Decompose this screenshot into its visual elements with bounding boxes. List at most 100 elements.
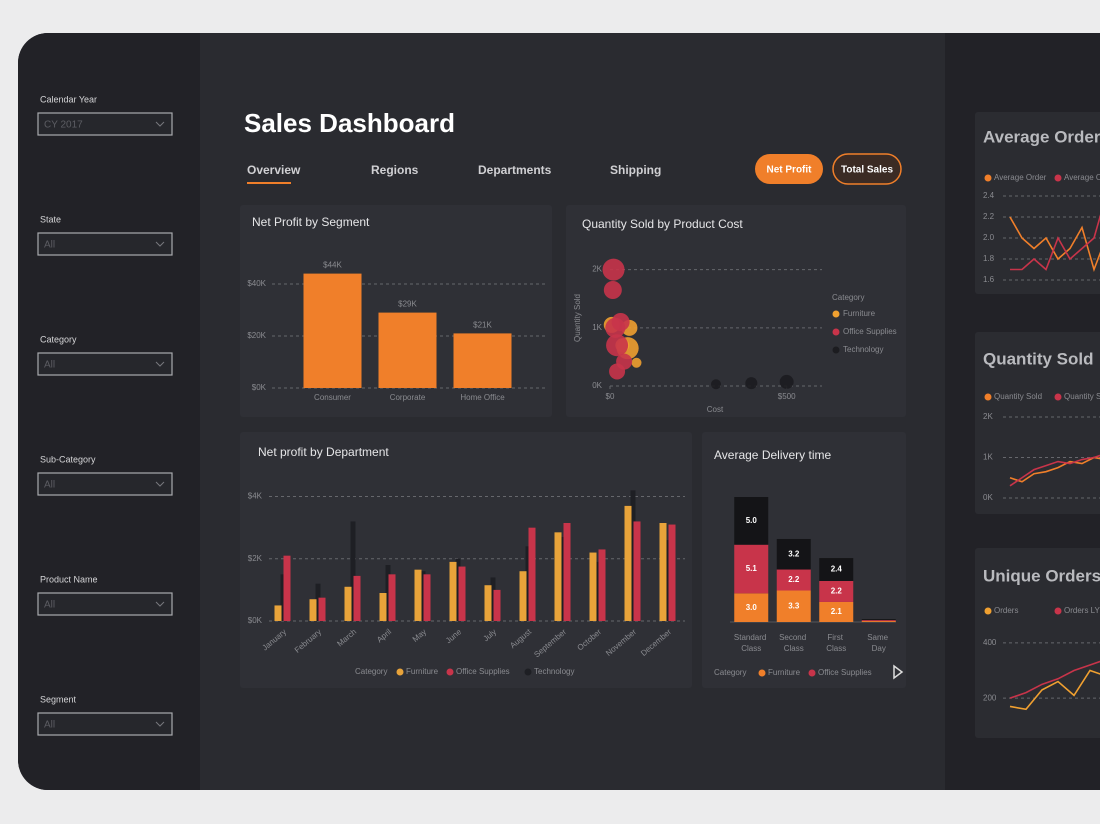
line[interactable] xyxy=(1009,456,1100,483)
bar[interactable] xyxy=(484,585,492,621)
bar[interactable] xyxy=(318,597,326,621)
tab[interactable]: Regions xyxy=(371,163,419,177)
bar[interactable] xyxy=(388,574,396,621)
bar[interactable] xyxy=(598,549,606,621)
bar-segment[interactable] xyxy=(734,544,769,594)
bar-segment[interactable] xyxy=(861,619,896,621)
bar[interactable] xyxy=(303,273,362,388)
legend-title: Category xyxy=(832,293,864,302)
bar[interactable] xyxy=(554,532,562,621)
y-tick-label: $4K xyxy=(248,492,263,501)
point[interactable] xyxy=(779,374,794,389)
tab[interactable]: Departments xyxy=(478,163,552,177)
y-tick-label: $40K xyxy=(247,279,266,288)
bar[interactable] xyxy=(589,552,597,621)
value-label: $44K xyxy=(323,261,342,270)
line[interactable] xyxy=(1009,659,1100,699)
bar[interactable] xyxy=(353,575,361,621)
bar[interactable] xyxy=(560,537,566,621)
point[interactable] xyxy=(616,353,633,370)
bar[interactable] xyxy=(633,521,641,621)
bar-segment[interactable] xyxy=(734,593,769,622)
y-tick-label: 200 xyxy=(983,693,997,702)
next-page-arrow[interactable] xyxy=(893,664,904,680)
bar[interactable] xyxy=(283,555,291,621)
bar[interactable] xyxy=(344,586,352,621)
bar[interactable] xyxy=(668,524,676,621)
bar-segment[interactable] xyxy=(776,569,811,591)
bar-segment[interactable] xyxy=(819,601,854,622)
point[interactable] xyxy=(603,281,622,299)
bar[interactable] xyxy=(309,599,317,621)
bar[interactable] xyxy=(385,565,391,621)
point[interactable] xyxy=(711,379,721,390)
bar-segment[interactable] xyxy=(819,580,854,602)
tab[interactable]: Shipping xyxy=(610,163,661,177)
legend-label: Orders LY xyxy=(1064,606,1100,615)
y-tick-label: 2.4 xyxy=(983,191,995,200)
bar-segment[interactable] xyxy=(776,590,811,622)
bar[interactable] xyxy=(378,312,437,388)
bar[interactable] xyxy=(315,583,321,621)
toggle-button[interactable] xyxy=(755,154,823,184)
bar[interactable] xyxy=(414,569,422,621)
point[interactable] xyxy=(611,313,630,331)
line[interactable] xyxy=(1009,453,1100,487)
filter-value: All xyxy=(44,600,55,611)
bar[interactable] xyxy=(449,561,457,621)
tab[interactable]: Overview xyxy=(247,163,301,177)
bar-segment[interactable] xyxy=(734,497,769,545)
bar[interactable] xyxy=(630,490,636,621)
filter-dropdown[interactable] xyxy=(37,472,173,496)
legend-label: Technology xyxy=(534,667,574,676)
bar-segment[interactable] xyxy=(861,620,896,622)
bar[interactable] xyxy=(490,577,496,621)
bar[interactable] xyxy=(493,589,501,621)
bar[interactable] xyxy=(665,540,671,621)
bar[interactable] xyxy=(525,546,531,621)
bar[interactable] xyxy=(458,566,466,621)
filter-label: Sub-Category xyxy=(40,454,96,464)
panel xyxy=(566,205,906,417)
bar-segment[interactable] xyxy=(776,538,811,570)
bar[interactable] xyxy=(563,523,571,621)
filter-dropdown[interactable] xyxy=(37,232,173,256)
point[interactable] xyxy=(606,334,629,357)
bar[interactable] xyxy=(455,558,461,621)
bar-segment[interactable] xyxy=(861,621,896,622)
legend-swatch xyxy=(1054,607,1062,615)
line[interactable] xyxy=(1009,207,1100,273)
point[interactable] xyxy=(602,258,625,281)
bar[interactable] xyxy=(528,527,536,621)
value-label: $21K xyxy=(473,321,492,330)
value-label: 3.2 xyxy=(788,549,800,558)
bar[interactable] xyxy=(659,523,667,621)
bar[interactable] xyxy=(595,561,601,621)
bar[interactable] xyxy=(420,571,426,621)
bar[interactable] xyxy=(453,333,512,388)
bar[interactable] xyxy=(379,593,387,621)
point[interactable] xyxy=(745,377,758,390)
bar[interactable] xyxy=(350,521,356,621)
bar[interactable] xyxy=(519,571,527,621)
line[interactable] xyxy=(1010,196,1100,271)
filter-dropdown[interactable] xyxy=(37,352,173,376)
line[interactable] xyxy=(1009,669,1100,711)
y-tick-label: 0K xyxy=(983,493,993,502)
point[interactable] xyxy=(631,357,642,368)
bar[interactable] xyxy=(280,574,286,621)
bar-segment[interactable] xyxy=(819,558,854,581)
legend-label: Technology xyxy=(843,345,883,354)
x-tick-label: Consumer xyxy=(314,393,351,402)
legend-label: Quantity Sold LY xyxy=(1064,392,1100,401)
bar[interactable] xyxy=(274,605,282,621)
chart-title: Average Order xyxy=(983,127,1100,146)
y-tick-label: 1K xyxy=(592,323,602,332)
filter-dropdown[interactable] xyxy=(37,592,173,616)
bar[interactable] xyxy=(423,574,431,621)
filter-dropdown[interactable] xyxy=(37,712,173,736)
bar[interactable] xyxy=(624,505,632,621)
toggle-button[interactable] xyxy=(832,153,902,185)
filter-dropdown[interactable] xyxy=(37,112,173,136)
y-tick-label: $0K xyxy=(252,383,267,392)
